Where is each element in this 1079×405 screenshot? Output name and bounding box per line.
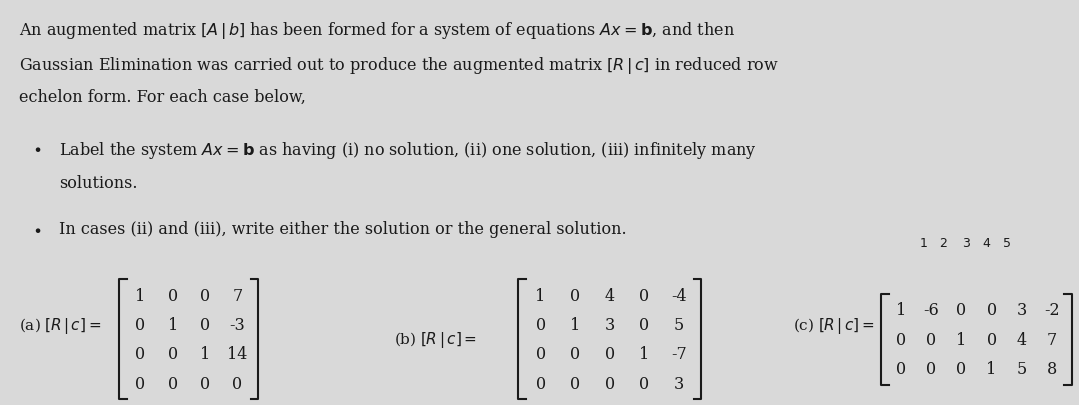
Text: 0: 0 (167, 375, 178, 392)
Text: 5: 5 (1016, 360, 1027, 377)
Text: 0: 0 (200, 316, 210, 333)
Text: An augmented matrix $[A\,|\,b]$ has been formed for a system of equations $Ax = : An augmented matrix $[A\,|\,b]$ has been… (19, 20, 736, 41)
Text: solutions.: solutions. (59, 174, 138, 191)
Text: 0: 0 (896, 331, 906, 348)
Text: 0: 0 (135, 316, 146, 333)
Text: 0: 0 (167, 345, 178, 362)
Text: -4: -4 (671, 287, 686, 304)
Text: $\bullet$: $\bullet$ (32, 221, 42, 238)
Text: 0: 0 (926, 331, 937, 348)
Text: (a) $[R\,|\,c] = $: (a) $[R\,|\,c] = $ (19, 315, 101, 335)
Text: 0: 0 (535, 345, 546, 362)
Text: 0: 0 (535, 375, 546, 392)
Text: 0: 0 (926, 360, 937, 377)
Text: 1: 1 (639, 345, 650, 362)
Text: 0: 0 (956, 360, 967, 377)
Text: 0: 0 (200, 287, 210, 304)
Text: 1: 1 (167, 316, 178, 333)
Text: 8: 8 (1047, 360, 1057, 377)
Text: 0: 0 (232, 375, 243, 392)
Text: 0: 0 (570, 287, 581, 304)
Text: -7: -7 (671, 345, 686, 362)
Text: 0: 0 (639, 375, 650, 392)
Text: 0: 0 (604, 345, 615, 362)
Text: 1: 1 (135, 287, 146, 304)
Text: 1: 1 (535, 287, 546, 304)
Text: (c) $[R\,|\,c] = $: (c) $[R\,|\,c] = $ (793, 315, 875, 335)
Text: 1: 1 (956, 331, 967, 348)
Text: 0: 0 (167, 287, 178, 304)
Text: $\bullet$: $\bullet$ (32, 140, 42, 157)
Text: 1: 1 (896, 302, 906, 319)
Text: 0: 0 (570, 375, 581, 392)
Text: 0: 0 (896, 360, 906, 377)
Text: 7: 7 (1047, 331, 1057, 348)
Text: $1 \quad 2 \quad\; 3 \quad 4 \quad 5$: $1 \quad 2 \quad\; 3 \quad 4 \quad 5$ (919, 237, 1012, 249)
Text: 0: 0 (570, 345, 581, 362)
Text: 3: 3 (1016, 302, 1027, 319)
Text: 0: 0 (639, 287, 650, 304)
Text: 0: 0 (135, 375, 146, 392)
Text: 1: 1 (200, 345, 210, 362)
Text: echelon form. For each case below,: echelon form. For each case below, (19, 89, 306, 106)
Text: 14: 14 (228, 345, 247, 362)
Text: -2: -2 (1044, 302, 1060, 319)
Text: 0: 0 (604, 375, 615, 392)
Text: (b) $[R\,|\,c] = $: (b) $[R\,|\,c] = $ (394, 329, 477, 350)
Text: -6: -6 (924, 302, 939, 319)
Text: 5: 5 (673, 316, 684, 333)
Text: Label the system $Ax = \mathbf{b}$ as having (i) no solution, (ii) one solution,: Label the system $Ax = \mathbf{b}$ as ha… (59, 140, 757, 161)
Text: 3: 3 (604, 316, 615, 333)
Text: 0: 0 (986, 331, 997, 348)
Text: -3: -3 (230, 316, 245, 333)
Text: 3: 3 (673, 375, 684, 392)
Text: 4: 4 (1016, 331, 1027, 348)
Text: 1: 1 (570, 316, 581, 333)
Text: 1: 1 (986, 360, 997, 377)
Text: Gaussian Elimination was carried out to produce the augmented matrix $[R\,|\,c]$: Gaussian Elimination was carried out to … (19, 55, 779, 76)
Text: 0: 0 (956, 302, 967, 319)
Text: 0: 0 (135, 345, 146, 362)
Text: 7: 7 (232, 287, 243, 304)
Text: 4: 4 (604, 287, 615, 304)
Text: 0: 0 (639, 316, 650, 333)
Text: In cases (ii) and (iii), write either the solution or the general solution.: In cases (ii) and (iii), write either th… (59, 221, 627, 238)
Text: 0: 0 (200, 375, 210, 392)
Text: 0: 0 (535, 316, 546, 333)
Text: 0: 0 (986, 302, 997, 319)
